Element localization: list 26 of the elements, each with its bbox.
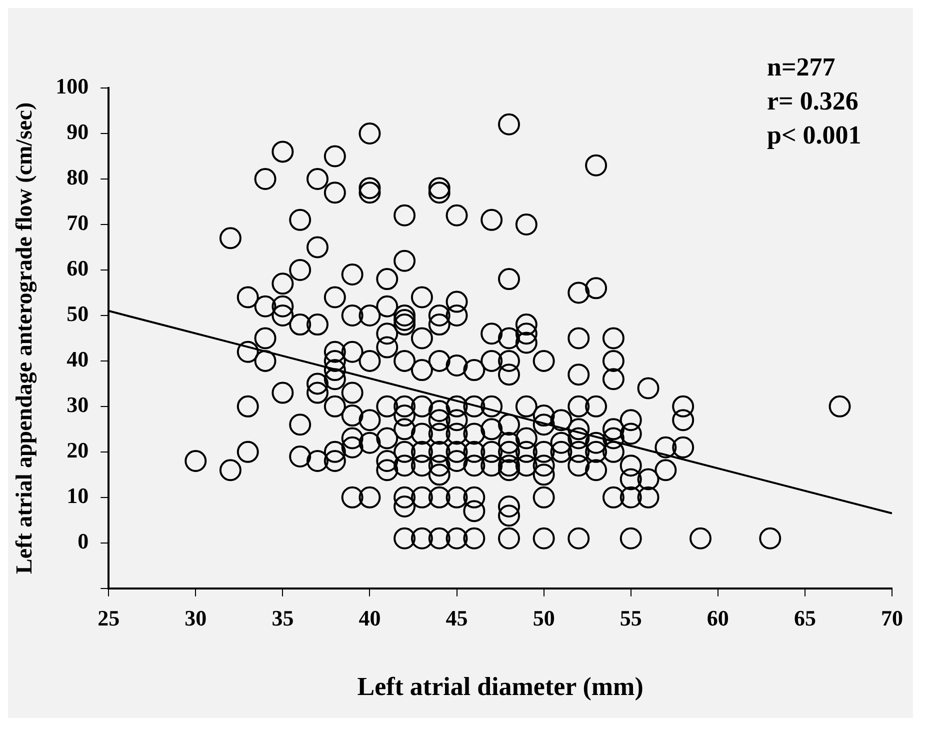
x-tick-label: 35	[272, 605, 294, 630]
y-tick-label: 60	[66, 256, 89, 281]
y-tick-label: 20	[66, 438, 89, 463]
y-tick-label: 10	[66, 483, 89, 508]
x-tick-label: 45	[446, 605, 468, 630]
x-tick-label: 25	[98, 605, 120, 630]
x-tick-label: 60	[706, 605, 729, 630]
y-tick-label: 70	[66, 210, 89, 236]
y-tick-label: 90	[66, 119, 89, 144]
y-tick-label: 40	[66, 346, 89, 372]
annotation: p< 0.001	[767, 120, 862, 150]
x-tick-label: 30	[184, 605, 207, 630]
y-tick-label: 30	[66, 392, 89, 418]
x-tick-label: 70	[881, 605, 903, 630]
x-tick-label: 40	[358, 605, 381, 630]
annotation: r= 0.326	[767, 86, 858, 116]
text: n=277	[767, 52, 836, 82]
y-tick-label: 50	[66, 301, 89, 326]
x-tick-label: 65	[794, 605, 816, 630]
x-tick-label: 50	[532, 605, 555, 630]
y-tick-label: 80	[66, 164, 89, 190]
y-axis-title: Left atrial appendage anterograde flow (cm/sec)	[12, 102, 38, 574]
y-tick-label: 100	[56, 74, 89, 99]
x-axis-title: Left atrial diameter (mm)	[357, 672, 644, 702]
x-tick-label: 55	[620, 605, 642, 630]
y-tick-label: 0	[78, 528, 89, 554]
